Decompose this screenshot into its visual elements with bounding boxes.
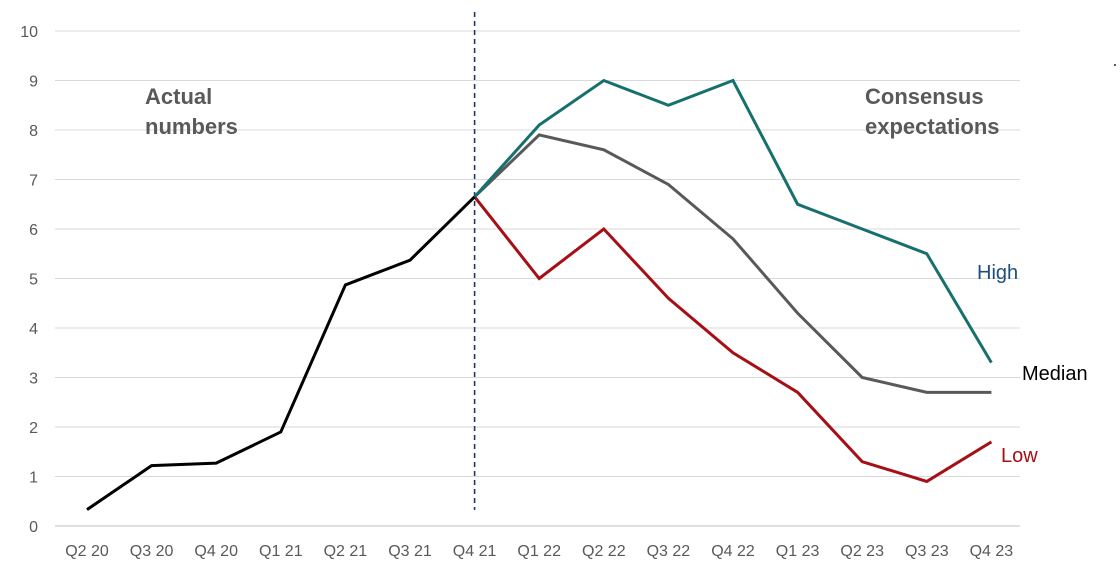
y-axis: 0 1 2 3 4 5 6 7 8 9 10 [20, 24, 38, 536]
x-tick-label: Q4 21 [453, 543, 497, 560]
x-tick-label: Q2 20 [65, 543, 109, 560]
x-tick-label: Q4 20 [194, 543, 238, 560]
x-tick-label: Q3 23 [905, 543, 949, 560]
y-tick-label: 5 [29, 272, 38, 289]
y-tick-label: 7 [29, 173, 38, 190]
x-tick-label: Q4 22 [711, 543, 755, 560]
x-tick-label: Q4 23 [970, 543, 1014, 560]
x-tick-label: Q2 23 [840, 543, 884, 560]
annotations: Actual numbers Consensus expectations [145, 84, 1000, 139]
y-tick-label: 0 [29, 519, 38, 536]
series-label-low: Low [1001, 445, 1038, 467]
series-lines [86, 78, 993, 511]
x-axis: Q2 20 Q3 20 Q4 20 Q1 21 Q2 21 Q3 21 Q4 21 Q1 22… [65, 543, 1013, 560]
corner-mark [1114, 64, 1116, 66]
y-tick-label: 8 [29, 123, 38, 140]
annotation-actual: numbers [145, 114, 238, 139]
annotation-actual: Actual [145, 84, 212, 109]
y-tick-label: 4 [29, 321, 38, 338]
y-tick-label: 1 [29, 470, 38, 487]
x-tick-label: Q3 22 [647, 543, 691, 560]
series-line-low [473, 195, 993, 484]
series-label-high: High [977, 262, 1018, 284]
x-tick-label: Q2 21 [324, 543, 368, 560]
x-tick-label: Q1 23 [776, 543, 820, 560]
x-tick-label: Q3 20 [130, 543, 174, 560]
annotation-consensus: expectations [865, 114, 1000, 139]
x-tick-label: Q1 21 [259, 543, 303, 560]
series-line-median [473, 133, 992, 394]
annotation-consensus: Consensus [865, 84, 984, 109]
y-tick-label: 9 [29, 74, 38, 91]
y-tick-label: 2 [29, 420, 38, 437]
x-tick-label: Q3 21 [388, 543, 432, 560]
series-label-median: Median [1022, 363, 1088, 385]
series-labels: High Median Low [977, 262, 1088, 467]
x-tick-label: Q2 22 [582, 543, 626, 560]
y-tick-label: 6 [29, 222, 38, 239]
y-tick-label: 3 [29, 371, 38, 388]
x-tick-label: Q1 22 [517, 543, 561, 560]
series-line-actual [86, 195, 476, 511]
series-line-high [473, 78, 993, 364]
y-tick-label: 10 [20, 24, 38, 41]
